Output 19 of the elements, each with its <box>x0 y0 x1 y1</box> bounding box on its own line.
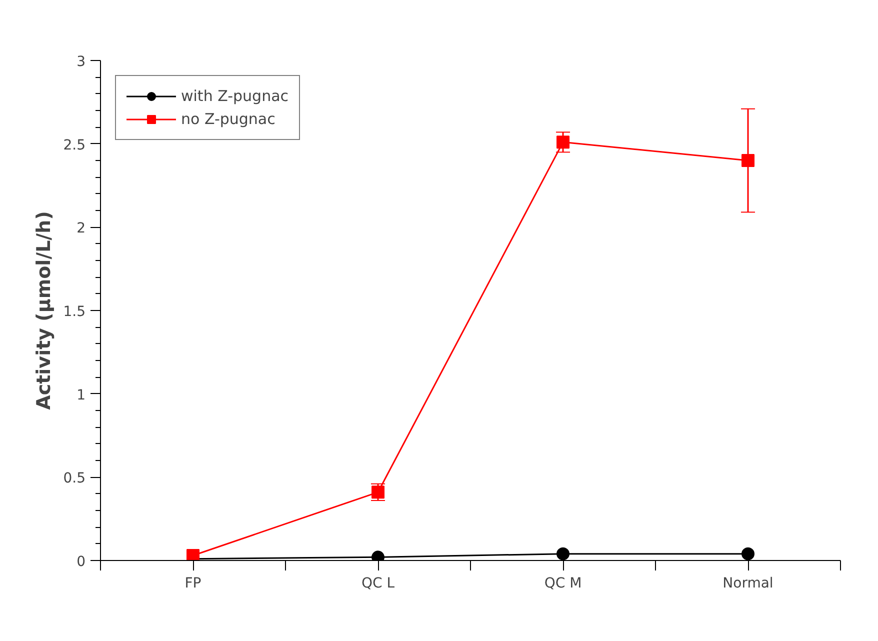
y-tick-label: 0.5 <box>63 470 86 487</box>
point <box>556 136 570 149</box>
y-tick-label: 1 <box>76 387 86 404</box>
point <box>186 549 200 560</box>
y-tick-label: 3 <box>76 54 86 70</box>
y-axis-title: Activity (µmol/L/h) <box>33 211 56 410</box>
y-tick-label: 2.5 <box>63 137 86 154</box>
x-tick-label: FP <box>184 576 202 592</box>
y-tick-label: 2 <box>76 220 86 237</box>
legend-label: with Z-pugnac <box>181 87 289 105</box>
point <box>556 547 570 560</box>
x-tick-label: QC M <box>544 576 582 592</box>
y-tick-label: 0 <box>76 554 86 570</box>
legend-label: no Z-pugnac <box>181 110 276 128</box>
point <box>742 154 754 167</box>
y-tick-label: 1.5 <box>63 304 86 320</box>
point <box>742 547 754 560</box>
x-tick-label: QC L <box>361 576 395 592</box>
x-tick-label: Normal <box>722 576 774 592</box>
